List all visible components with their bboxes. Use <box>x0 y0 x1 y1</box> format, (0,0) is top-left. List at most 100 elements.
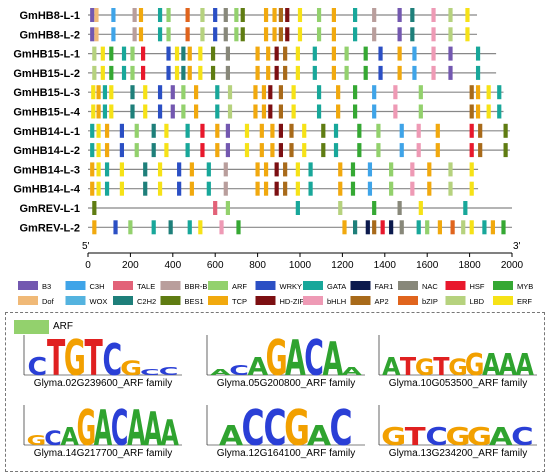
legend-swatch <box>350 281 371 290</box>
legend-swatch <box>113 296 133 305</box>
element-tcp <box>331 27 336 42</box>
legend-label: BBR-BPC <box>185 282 219 291</box>
element-far1 <box>389 220 394 235</box>
logo-letter: A <box>210 368 232 378</box>
legend-swatch <box>493 281 513 290</box>
element-myb <box>350 162 356 177</box>
legend-item-bhlh: bHLH <box>303 296 346 306</box>
element-arf <box>234 8 239 22</box>
element-bbr-bpc <box>223 162 228 177</box>
element-tcp <box>490 220 495 235</box>
element-b3 <box>225 143 230 158</box>
logo-letter: C <box>425 422 447 451</box>
element-hd-zip <box>285 8 290 22</box>
element-nac <box>397 201 402 215</box>
element-arf <box>234 27 239 42</box>
element-nac <box>223 27 228 42</box>
element-c3h <box>111 27 116 42</box>
element-erf <box>198 46 203 61</box>
element-gata <box>308 181 313 196</box>
legend-swatch <box>303 296 323 305</box>
element-erf <box>119 181 124 196</box>
gene-label: GmHB8-L-2 <box>19 29 80 41</box>
logo-letter: A <box>127 400 145 457</box>
element-c3h <box>399 143 404 158</box>
gene-row-gmhb14-l-1: GmHB14-L-1 <box>13 123 510 138</box>
element-gata <box>463 201 468 215</box>
legend-label: C2H2 <box>137 297 156 306</box>
legend-swatch <box>208 281 228 290</box>
element-b3 <box>225 123 230 138</box>
legend-swatch <box>160 296 181 305</box>
element-tcp <box>255 181 260 196</box>
legend-swatch <box>445 281 466 290</box>
element-dof <box>94 27 99 42</box>
element-myb <box>501 220 506 235</box>
element-tcp <box>475 104 481 119</box>
element-tcp <box>104 123 110 138</box>
legend-item-b3: B3 <box>18 281 51 291</box>
element-gata <box>333 123 339 138</box>
element-c3h <box>412 65 417 80</box>
element-bes1 <box>321 123 326 138</box>
element-wrky <box>166 46 171 61</box>
element-bhlh <box>416 143 421 158</box>
gene-row-gmrev-l-2: GmREV-L-2 <box>19 220 512 235</box>
element-arf <box>418 85 423 100</box>
element-tcp <box>331 65 336 80</box>
element-erf <box>96 143 101 158</box>
logo-letter: A <box>248 353 269 382</box>
axis-tick-label: 1200 <box>331 260 354 271</box>
element-nac <box>399 220 404 235</box>
logo-letter: G <box>415 356 435 381</box>
element-hd-zip <box>274 65 279 80</box>
element-gata <box>206 162 211 177</box>
element-lbd <box>448 162 453 177</box>
legend-label: TALE <box>137 282 155 291</box>
element-ap2 <box>283 162 288 177</box>
element-tcp <box>270 143 275 158</box>
gene-label: GmHB14-L-1 <box>13 126 80 138</box>
element-erf <box>109 104 114 119</box>
element-myb <box>363 46 368 61</box>
element-tcp <box>187 46 192 61</box>
legend-label: bHLH <box>327 297 346 306</box>
element-tcp <box>397 46 402 61</box>
element-erf <box>469 181 474 196</box>
axis-tick-label: 1400 <box>374 260 397 271</box>
element-wrky <box>113 220 118 235</box>
logo-letter: G <box>445 422 470 451</box>
element-erf <box>418 201 423 215</box>
element-tcp <box>435 123 440 138</box>
element-erf <box>91 104 96 119</box>
element-tcp <box>342 220 347 235</box>
legend-item-bes1: BES1 <box>160 296 204 306</box>
gene-label: GmHB15-L-4 <box>13 107 81 119</box>
legend-item-gata: GATA <box>303 281 346 291</box>
element-c3h <box>372 85 377 100</box>
element-myb <box>109 46 114 61</box>
element-ap2 <box>278 85 283 100</box>
legend-item-c2h2: C2H2 <box>113 296 156 306</box>
element-bhlh <box>393 104 398 119</box>
element-tcp <box>270 123 275 138</box>
element-bhlh <box>416 123 421 138</box>
gene-row-gmhb15-l-2: GmHB15-L-2 <box>13 65 497 80</box>
element-c2h2 <box>151 143 156 158</box>
element-wrky <box>166 65 171 80</box>
logo-letter: G <box>467 422 492 451</box>
arf-color-chip <box>14 320 49 334</box>
axis-tick-label: 1000 <box>289 260 312 271</box>
element-gata <box>475 46 481 61</box>
element-tcp <box>338 162 343 177</box>
logo-caption: Glyma.10G053500_ARF family <box>388 378 528 389</box>
legend-label: WRKY <box>280 282 303 291</box>
element-tcp <box>187 65 192 80</box>
logo-letter: C <box>28 353 48 382</box>
element-tcp <box>189 162 194 177</box>
element-gata <box>90 123 95 138</box>
element-bes1 <box>92 201 97 215</box>
element-gata <box>295 201 300 215</box>
